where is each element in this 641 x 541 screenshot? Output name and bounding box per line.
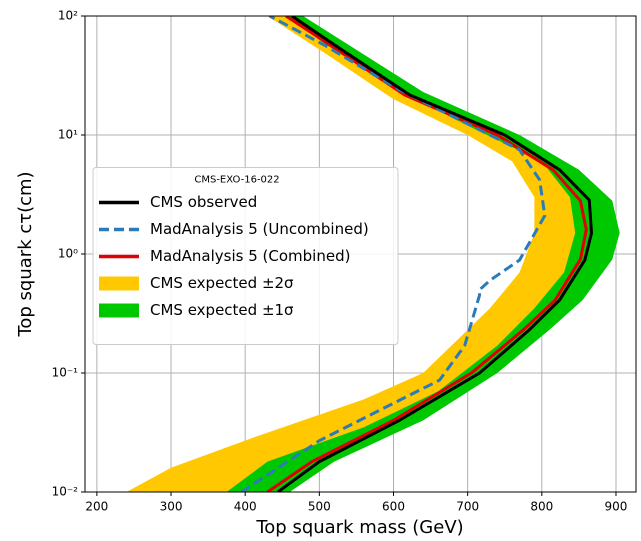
legend: CMS-EXO-16-022 CMS observed MadAnalysis 5 … — [92, 167, 399, 345]
line — [240, 16, 547, 492]
legend-label: CMS expected ±1σ — [150, 301, 294, 319]
ticks: 200 300 400 500 600 700 800 900 10⁻² 10⁻¹ 10⁰ 10¹ 10… — [52, 9, 628, 514]
y-axis-label: Top squark cτ(cm) — [15, 171, 36, 337]
y-tick-label: 10⁻¹ — [52, 366, 79, 380]
y-tick-label: 10² — [58, 9, 78, 23]
x-tick-label: 600 — [382, 500, 405, 514]
legend-swatch — [99, 303, 139, 318]
line — [266, 16, 588, 492]
legend-label: CMS observed — [150, 193, 257, 211]
x-tick-label: 700 — [456, 500, 479, 514]
legend-swatch — [99, 276, 139, 291]
y-tick-label: 10¹ — [58, 128, 78, 142]
y-tick-label: 10⁻² — [52, 485, 79, 499]
legend-label: CMS expected ±2σ — [150, 274, 294, 292]
x-tick-label: 900 — [605, 500, 628, 514]
legend-label: MadAnalysis 5 (Combined) — [150, 247, 350, 265]
y-tick-label: 10⁰ — [58, 247, 78, 261]
x-axis-label: Top squark mass (GeV) — [255, 517, 463, 538]
x-tick-label: 800 — [530, 500, 553, 514]
legend-label: MadAnalysis 5 (Uncombined) — [150, 220, 369, 238]
x-tick-label: 200 — [85, 500, 108, 514]
line — [276, 16, 594, 492]
plot-area — [126, 16, 620, 492]
x-tick-label: 500 — [308, 500, 331, 514]
legend-frame — [92, 167, 399, 345]
legend-title: CMS-EXO-16-022 — [194, 175, 279, 186]
x-tick-label: 400 — [234, 500, 257, 514]
x-tick-label: 300 — [160, 500, 183, 514]
